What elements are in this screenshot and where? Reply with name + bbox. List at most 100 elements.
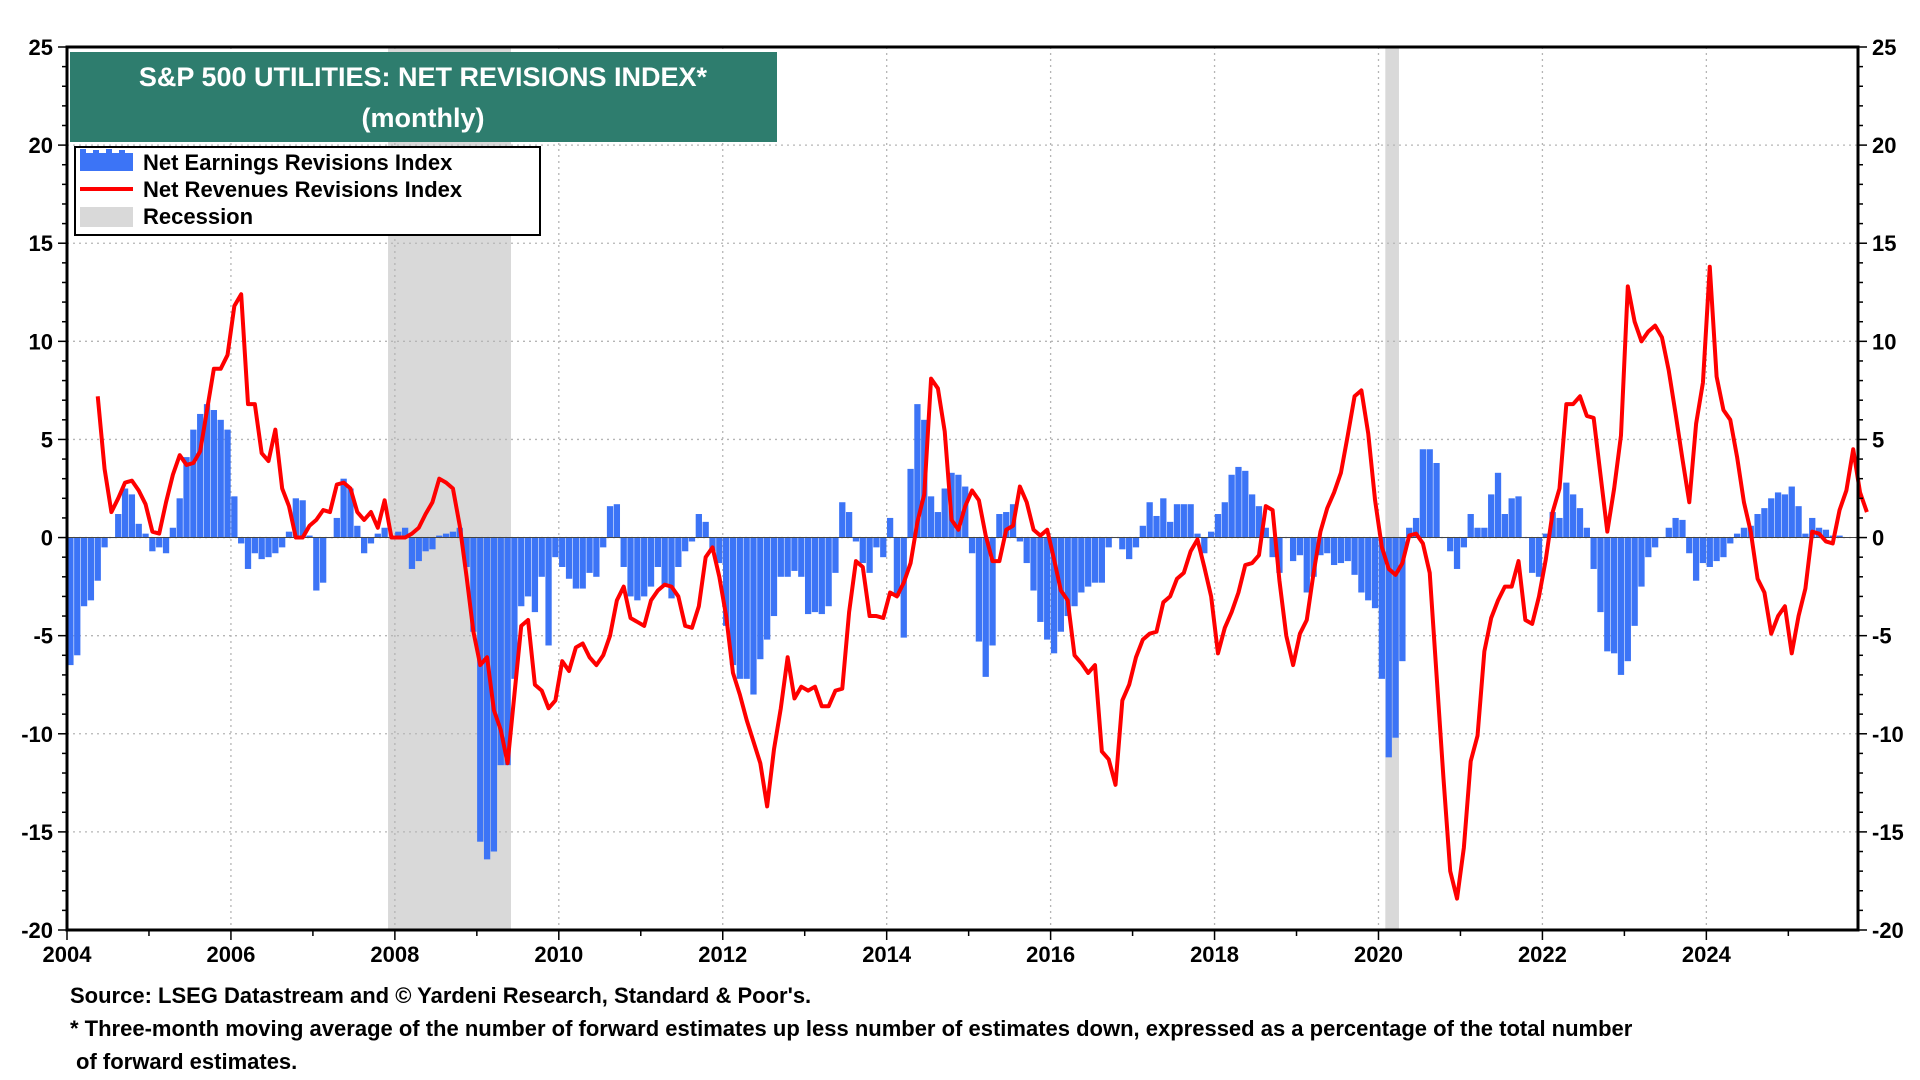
- earnings-bar: [1003, 512, 1010, 538]
- right-y-tick-label: -10: [1872, 722, 1904, 747]
- earnings-bar: [811, 537, 819, 613]
- earnings-bar: [1016, 537, 1024, 542]
- earnings-bar: [702, 521, 709, 538]
- earnings-bar: [1255, 506, 1263, 538]
- earnings-bar: [572, 537, 580, 589]
- earnings-bar: [709, 537, 716, 552]
- earnings-bar: [1399, 537, 1406, 662]
- earnings-bar: [381, 527, 388, 538]
- earnings-bar: [408, 537, 416, 569]
- earnings-bar: [1501, 514, 1508, 538]
- earnings-bar: [839, 502, 846, 538]
- earnings-bar: [1303, 537, 1310, 593]
- legend-recession-swatch: [80, 207, 133, 227]
- earnings-bar: [1296, 537, 1304, 556]
- x-tick-label: 2020: [1354, 942, 1403, 967]
- x-tick-label: 2022: [1518, 942, 1567, 967]
- earnings-bar: [74, 537, 81, 656]
- earnings-bar: [1706, 537, 1713, 567]
- earnings-bar: [1050, 537, 1058, 654]
- earnings-bar: [579, 537, 586, 589]
- earnings-bar: [1590, 537, 1597, 569]
- chart-title: S&P 500 UTILITIES: NET REVISIONS INDEX*: [139, 62, 708, 92]
- earnings-bar: [320, 537, 327, 583]
- earnings-bar: [941, 488, 948, 538]
- earnings-bar: [1617, 537, 1625, 675]
- earnings-bar: [265, 537, 272, 558]
- earnings-bar: [620, 537, 627, 567]
- earnings-bar: [518, 537, 525, 607]
- earnings-bar: [279, 537, 286, 548]
- earnings-bar: [804, 537, 812, 615]
- earnings-bar: [162, 537, 170, 554]
- earnings-bar: [1269, 537, 1276, 558]
- earnings-bar: [333, 517, 340, 538]
- earnings-bar: [982, 537, 989, 677]
- earnings-bar: [176, 498, 183, 538]
- earnings-bar: [1167, 521, 1174, 538]
- earnings-bar: [688, 537, 696, 542]
- earnings-bar: [354, 525, 361, 538]
- earnings-bar: [67, 537, 74, 666]
- earnings-bar: [149, 537, 156, 552]
- earnings-bar: [1228, 474, 1235, 538]
- earnings-bar: [1624, 537, 1631, 662]
- right-y-axis: 25 20 15 10 5 0 -5 -10 -15 -20: [1858, 35, 1904, 943]
- earnings-bar: [156, 537, 163, 548]
- earnings-bar: [1187, 504, 1194, 538]
- earnings-bar: [285, 531, 293, 538]
- earnings-bar: [1344, 537, 1351, 562]
- earnings-bar: [463, 537, 470, 567]
- earnings-bar: [1098, 537, 1105, 583]
- earnings-bar: [1078, 537, 1085, 593]
- earnings-bar: [1740, 527, 1748, 538]
- earnings-bar: [1809, 517, 1816, 538]
- earnings-bar: [1064, 537, 1071, 617]
- source-note: Source: LSEG Datastream and © Yardeni Re…: [70, 983, 812, 1008]
- earnings-bar: [1132, 537, 1140, 548]
- earnings-bar: [244, 537, 252, 569]
- x-tick-label: 2006: [206, 942, 255, 967]
- earnings-bar: [1563, 482, 1570, 538]
- right-y-tick-label: 25: [1872, 35, 1896, 60]
- earnings-bar: [1146, 502, 1153, 538]
- earnings-bar: [1733, 533, 1741, 538]
- earnings-bar: [661, 537, 668, 587]
- earnings-bar: [1576, 508, 1584, 538]
- left-y-tick-label: 25: [29, 35, 53, 60]
- earnings-bar: [545, 537, 552, 646]
- left-y-tick-label: 15: [29, 231, 53, 256]
- earnings-bar: [1474, 527, 1481, 538]
- earnings-bar: [1494, 472, 1502, 538]
- earnings-bar: [190, 429, 197, 538]
- earnings-bar: [1119, 537, 1126, 550]
- earnings-bar: [470, 537, 477, 632]
- earnings-bar: [524, 537, 532, 597]
- left-y-axis: 25 20 15 10 5 0 -5 -10 -15 -20: [21, 35, 67, 943]
- earnings-bar: [1556, 517, 1563, 538]
- earnings-bar: [934, 512, 942, 538]
- x-tick-label: 2024: [1682, 942, 1732, 967]
- earnings-bar: [907, 468, 914, 538]
- earnings-bar: [1262, 527, 1269, 538]
- earnings-bar: [531, 537, 539, 613]
- earnings-bar: [559, 537, 566, 567]
- earnings-bar: [224, 429, 231, 538]
- earnings-bar: [1071, 537, 1078, 607]
- earnings-bar: [1467, 514, 1474, 538]
- x-tick-label: 2004: [43, 942, 93, 967]
- earnings-bar: [1788, 486, 1795, 538]
- earnings-bar: [272, 537, 279, 554]
- title-background: [70, 52, 777, 142]
- plot-frame: [65, 45, 1860, 932]
- earnings-bar: [729, 537, 737, 666]
- earnings-bar: [647, 537, 655, 587]
- earnings-bar: [1139, 525, 1146, 538]
- earnings-bar: [1754, 514, 1761, 538]
- earnings-bar: [627, 537, 634, 597]
- earnings-bar: [791, 537, 798, 571]
- earnings-bar: [251, 537, 258, 554]
- earnings-bar: [1180, 504, 1187, 538]
- earnings-bar: [1638, 537, 1645, 587]
